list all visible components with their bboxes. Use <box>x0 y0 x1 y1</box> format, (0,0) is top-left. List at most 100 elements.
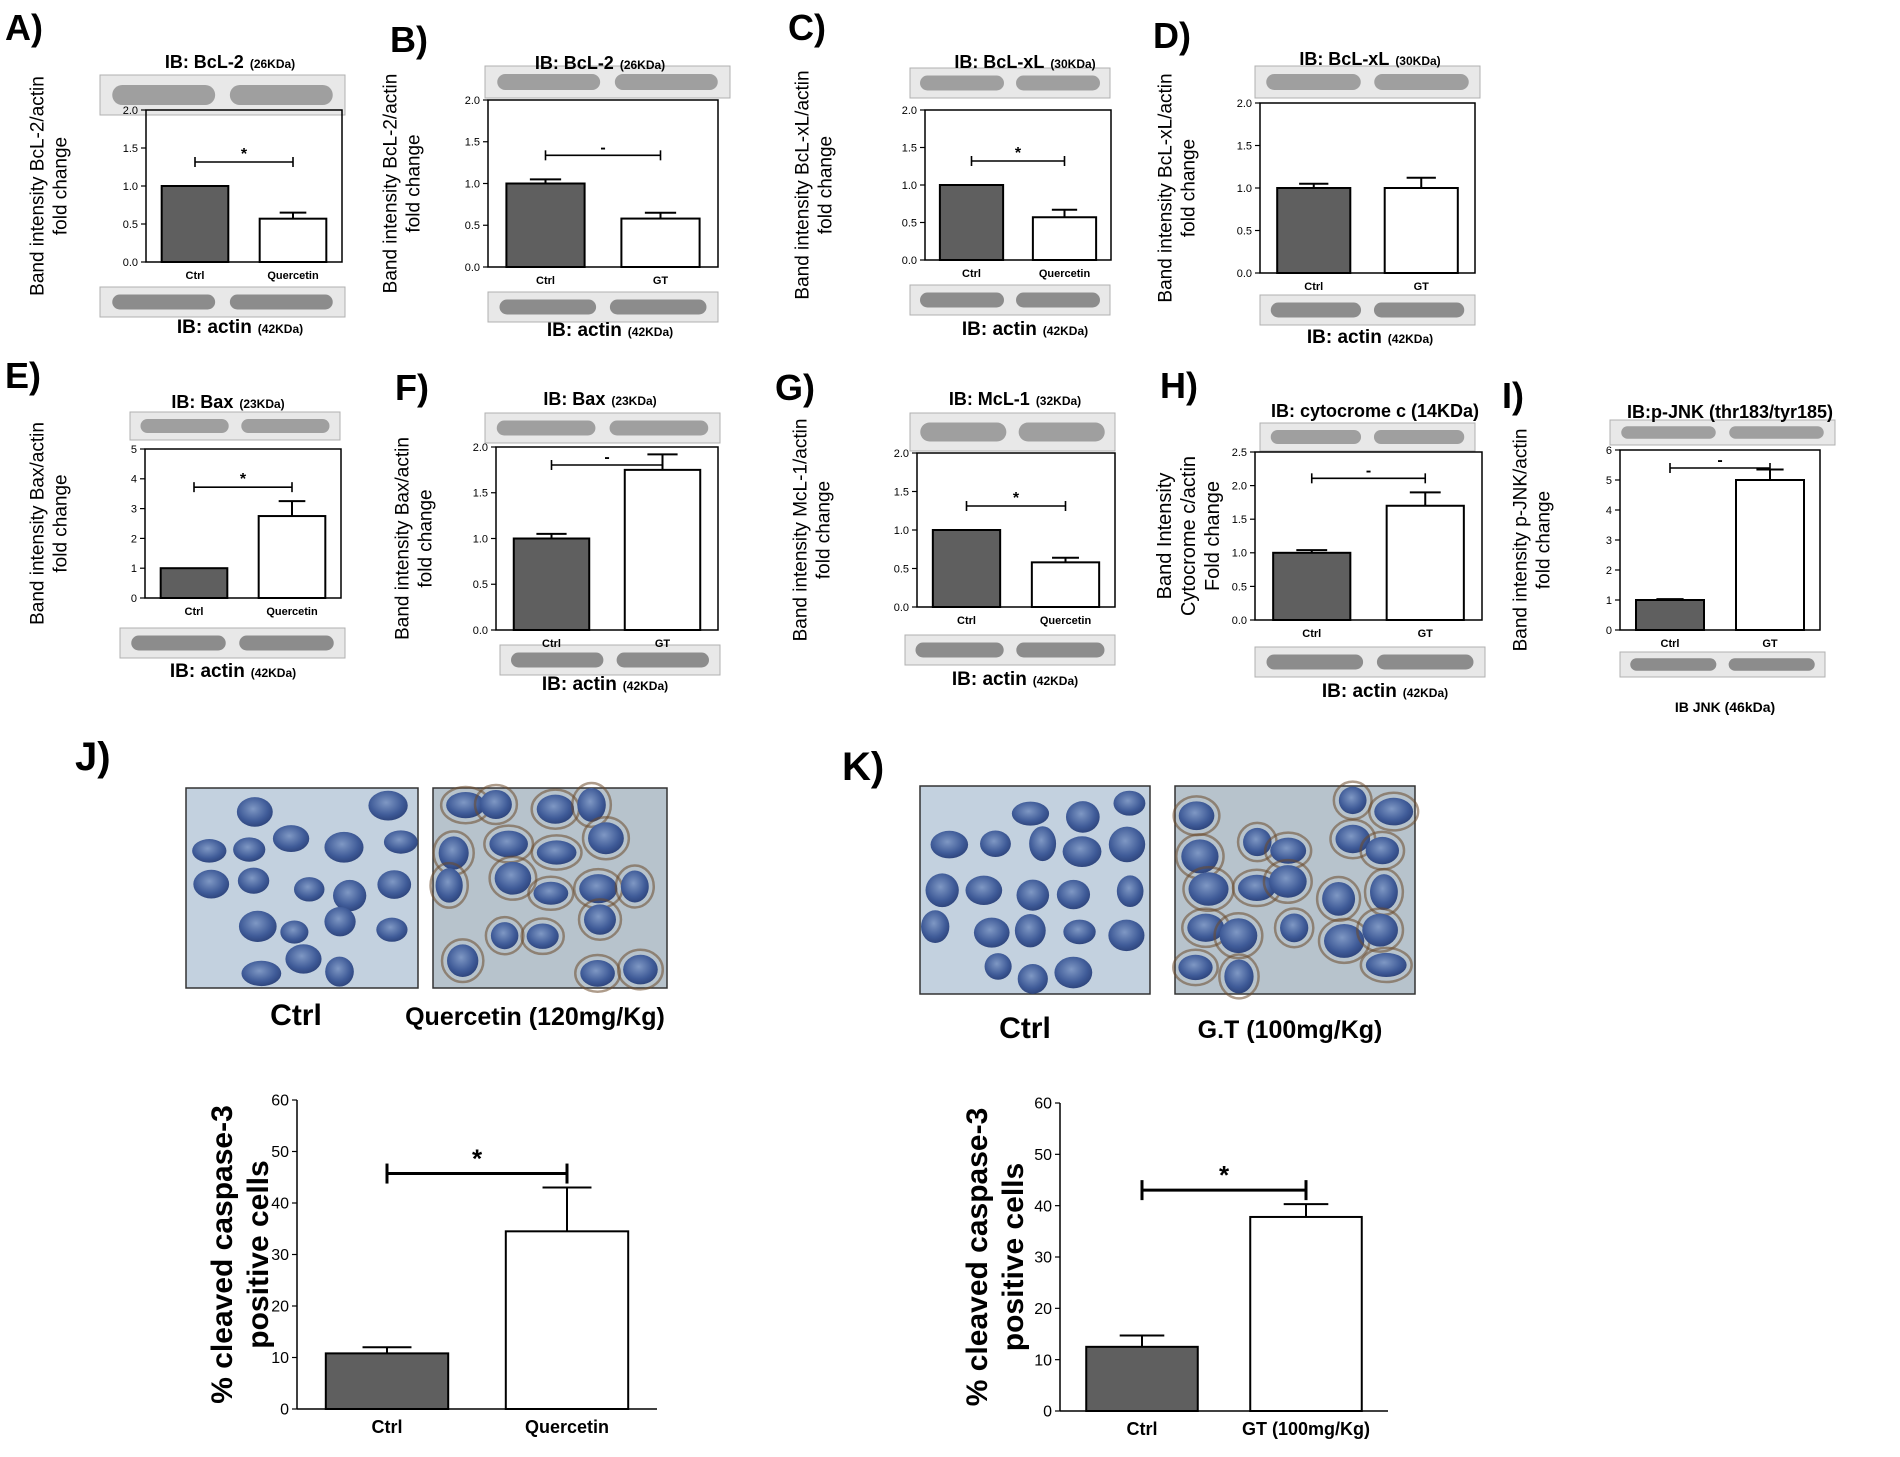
bar-gt <box>623 468 702 631</box>
panel-a: A) IB: BcL-2 (26KDa) IB: actin (42KDa) 0.0 0.5… <box>5 7 346 338</box>
bar-gt <box>620 217 701 269</box>
panel-b: B) IB: BcL-2 (26KDa) IB: actin (42KDa) 0.0 0.5… <box>381 19 731 341</box>
ihc-image-stain <box>614 864 656 909</box>
blot-top-label: IB: BcL-2 (26KDa) <box>535 53 665 73</box>
ihc-image-stain <box>1172 948 1219 987</box>
y-axis-label-line: Band Intensity <box>1154 473 1176 600</box>
y-tick-label: 0 <box>131 593 137 605</box>
y-tick-label: 0.0 <box>473 625 488 637</box>
y-axis-label: Band intensity BcL-xL/actinfold change <box>793 70 837 299</box>
plot-frame <box>144 448 342 599</box>
ihc-image-nucleus <box>533 881 569 905</box>
blot-top-band <box>1018 422 1105 442</box>
significance-marker: * <box>1219 1160 1230 1190</box>
blot-top-label: IB: BcL-xL (30KDa) <box>954 52 1095 72</box>
category-label: GT <box>1414 281 1430 293</box>
ihc-image-nucleus <box>272 825 310 853</box>
y-axis-label-line: fold change <box>1178 139 1199 237</box>
ihc-image-nucleus <box>1116 875 1144 908</box>
blot-top-label: IB: BcL-2 (26KDa) <box>165 52 295 72</box>
y-axis-label-line: Fold change <box>1202 481 1224 591</box>
blot-top-band <box>1016 75 1100 91</box>
ihc-image-nucleus <box>438 836 469 870</box>
blot-top-band <box>609 420 709 436</box>
significance-marker: * <box>1013 490 1020 507</box>
y-tick-label: 2.0 <box>465 95 480 107</box>
blot-top-label: IB: Bax (23KDa) <box>543 389 656 409</box>
bar-ctrl <box>1276 187 1352 274</box>
significance-marker: * <box>1015 145 1022 162</box>
ihc-image-nucleus <box>479 789 512 819</box>
ihc-image-nucleus <box>1238 874 1276 902</box>
ihc-image-nucleus <box>1365 952 1407 978</box>
bar-quercetin <box>504 1230 630 1410</box>
ihc-image-stain <box>577 898 623 942</box>
y-tick-label: 1 <box>131 563 137 575</box>
ihc-image-nucleus <box>368 790 408 821</box>
y-tick-label: 0 <box>280 1402 289 1419</box>
y-tick-label: 0.5 <box>902 217 917 229</box>
category-label: Quercetin <box>1039 268 1091 280</box>
y-tick-label: 1.5 <box>1232 514 1247 526</box>
y-tick-label: 0.5 <box>473 579 488 591</box>
category-label: Ctrl <box>1661 638 1680 650</box>
ihc-image-nucleus <box>1016 879 1050 911</box>
blot-bottom-label: IB: actin (42KDa) <box>962 319 1088 340</box>
y-axis-label: Band Intensity Cytocrome c/actin Fold chan… <box>1154 456 1224 616</box>
ihc-image-nucleus <box>1362 913 1398 947</box>
y-tick-label: 0.0 <box>894 602 909 614</box>
blot-top-band <box>112 85 216 105</box>
ihc-image-nucleus <box>236 797 273 827</box>
ihc-image-nucleus <box>925 873 959 908</box>
y-tick-label: 1 <box>1606 595 1612 607</box>
category-label: Ctrl <box>1304 281 1323 293</box>
blot-bottom-kda: (42KDa) <box>628 325 673 339</box>
blot-bottom-band <box>1270 302 1362 318</box>
y-tick-label: 10 <box>1034 1352 1052 1369</box>
y-tick-label: 1.0 <box>465 178 480 190</box>
blot-bottom-band <box>499 299 597 315</box>
ihc-image-nucleus <box>1365 836 1400 865</box>
y-tick-label: 2.0 <box>1232 480 1247 492</box>
y-tick-label: 2.0 <box>1237 98 1252 110</box>
blot-top-band <box>920 75 1004 91</box>
ihc-image-stain <box>571 781 613 829</box>
bar-gt <box>1249 1215 1363 1412</box>
category-label: GT (100mg/Kg) <box>1242 1419 1370 1439</box>
y-axis-label-line: Band intensity BcL-2/actin <box>28 76 49 296</box>
ihc-image-stain <box>1315 875 1362 923</box>
y-axis-label: Band intensity McL-1/actinfold change <box>791 419 835 642</box>
blot-bottom-kda: (42KDa) <box>623 679 668 693</box>
ihc-image-nucleus <box>526 923 559 949</box>
ihc-image-nucleus <box>435 868 463 903</box>
y-tick-label: 2.0 <box>894 448 909 460</box>
bar-ctrl <box>160 185 230 263</box>
ihc-image-nucleus <box>980 830 1011 858</box>
blot-top-kda: (26KDa) <box>250 57 295 71</box>
ihc-image-nucleus <box>580 960 615 987</box>
blot-top-band <box>920 422 1007 442</box>
significance-marker: - <box>600 139 605 156</box>
ihc-image-stain <box>1273 907 1315 949</box>
ihc-image-nucleus <box>238 910 277 942</box>
ihc-image-nucleus <box>1014 913 1046 948</box>
y-tick-label: 30 <box>1034 1250 1052 1267</box>
blot-top-band <box>614 74 718 90</box>
y-axis-label-line: fold change <box>1533 491 1554 589</box>
category-label: GT <box>653 275 669 287</box>
ihc-image-nucleus <box>584 904 616 935</box>
y-tick-label: 1.0 <box>902 180 917 192</box>
blot-bottom-kda: (42KDa) <box>258 322 303 336</box>
blot-bottom-band <box>131 635 226 651</box>
blot-top-label: IB: Bax (23KDa) <box>171 392 284 412</box>
ihc-image-nucleus <box>241 960 282 987</box>
y-tick-label: 60 <box>1034 1096 1052 1113</box>
bar-ctrl <box>1272 551 1352 621</box>
blot-bottom-kda: (42KDa) <box>1388 332 1433 346</box>
y-tick-label: 0.0 <box>123 257 138 269</box>
y-tick-label: 0 <box>1606 625 1612 637</box>
y-tick-label: 1.5 <box>902 142 917 154</box>
y-tick-label: 1.0 <box>473 533 488 545</box>
bar-ctrl <box>505 182 586 268</box>
